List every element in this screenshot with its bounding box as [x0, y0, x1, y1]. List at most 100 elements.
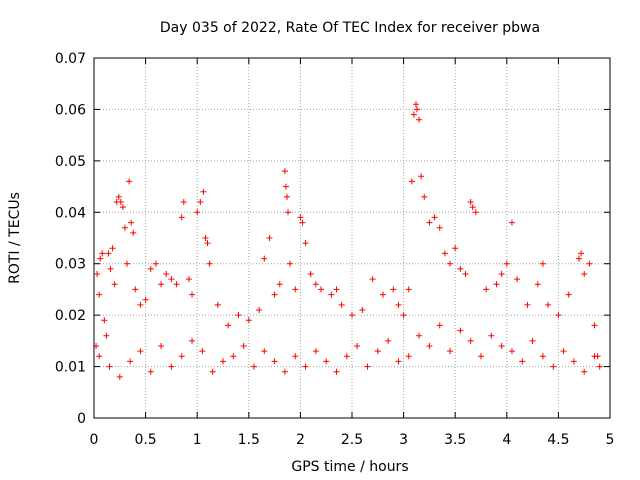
- data-point: [410, 111, 417, 118]
- data-point: [111, 281, 118, 288]
- data-point: [117, 199, 124, 205]
- data-point: [374, 348, 381, 355]
- y-tick-label: 0.01: [55, 360, 86, 376]
- data-point: [261, 348, 268, 355]
- data-point: [132, 286, 139, 293]
- data-point: [395, 301, 402, 308]
- data-point: [333, 286, 340, 293]
- data-point: [168, 363, 175, 370]
- x-tick-label: 2: [296, 432, 305, 448]
- data-point: [197, 199, 204, 205]
- data-point: [467, 337, 474, 344]
- data-point: [283, 193, 290, 200]
- data-point: [545, 301, 552, 308]
- data-point: [185, 276, 192, 283]
- x-tick-label: 4.5: [547, 432, 569, 448]
- data-point: [508, 348, 515, 355]
- data-point: [199, 348, 206, 355]
- data-point: [130, 229, 137, 236]
- data-point: [163, 271, 170, 277]
- y-tick-label: 0.03: [55, 257, 86, 273]
- data-point: [101, 317, 108, 324]
- data-point: [385, 337, 392, 344]
- data-point: [421, 193, 428, 200]
- data-point: [281, 168, 288, 175]
- data-point: [457, 327, 464, 334]
- y-tick-label: 0.04: [55, 205, 86, 221]
- data-point: [271, 291, 278, 298]
- data-point: [302, 363, 309, 370]
- data-point: [271, 358, 278, 365]
- data-point: [441, 250, 448, 257]
- data-point: [127, 358, 134, 365]
- y-axis-label: ROTI / TECUs: [7, 192, 23, 284]
- data-point: [418, 173, 425, 180]
- data-point: [266, 235, 273, 241]
- data-point: [97, 255, 104, 262]
- data-point: [245, 317, 252, 324]
- data-point: [312, 281, 319, 288]
- data-point: [596, 363, 603, 370]
- data-point: [147, 265, 154, 272]
- data-point: [173, 281, 180, 288]
- x-tick-label: 2.5: [341, 432, 363, 448]
- data-point: [96, 291, 103, 298]
- data-point: [202, 235, 209, 241]
- data-point: [591, 322, 598, 329]
- data-point: [189, 291, 196, 298]
- data-point: [354, 343, 361, 349]
- y-tick-label: 0.07: [55, 51, 86, 67]
- data-point: [412, 101, 419, 108]
- data-point: [578, 250, 585, 257]
- data-point: [416, 332, 423, 339]
- data-point: [200, 188, 207, 195]
- data-point: [147, 368, 154, 375]
- data-point: [493, 281, 500, 288]
- y-tick-label: 0: [77, 411, 86, 427]
- data-point: [206, 260, 213, 267]
- data-point: [115, 193, 122, 200]
- data-point: [452, 245, 459, 252]
- data-point: [508, 219, 515, 226]
- data-point: [436, 322, 443, 329]
- data-point: [230, 353, 237, 360]
- data-point: [457, 265, 464, 272]
- data-point: [137, 348, 144, 355]
- data-point: [462, 271, 469, 277]
- data-point: [570, 358, 577, 365]
- data-point: [142, 296, 149, 303]
- data-point: [152, 260, 159, 267]
- data-point: [99, 250, 106, 257]
- data-point: [158, 343, 165, 349]
- data-point: [405, 286, 412, 293]
- data-point: [261, 255, 268, 262]
- data-point: [116, 373, 123, 380]
- data-point: [235, 312, 242, 319]
- data-point: [178, 214, 185, 221]
- data-point: [189, 337, 196, 344]
- data-point: [534, 281, 541, 288]
- data-point: [416, 116, 423, 123]
- data-point: [240, 343, 247, 349]
- x-tick-label: 1.5: [238, 432, 260, 448]
- data-point: [94, 271, 101, 277]
- data-point: [105, 250, 112, 257]
- data-point: [209, 368, 216, 375]
- data-point: [405, 353, 412, 360]
- data-point: [483, 286, 490, 293]
- data-point: [408, 178, 415, 185]
- data-point: [297, 214, 304, 221]
- x-axis-label: GPS time / hours: [291, 459, 408, 475]
- data-point: [400, 312, 407, 319]
- data-point: [498, 343, 505, 349]
- data-point: [436, 224, 443, 231]
- y-tick-label: 0.06: [55, 102, 86, 118]
- data-points: [93, 101, 603, 380]
- data-point: [307, 271, 314, 277]
- data-point: [469, 204, 476, 211]
- data-point: [292, 353, 299, 360]
- data-point: [312, 348, 319, 355]
- data-point: [488, 332, 495, 339]
- data-point: [390, 286, 397, 293]
